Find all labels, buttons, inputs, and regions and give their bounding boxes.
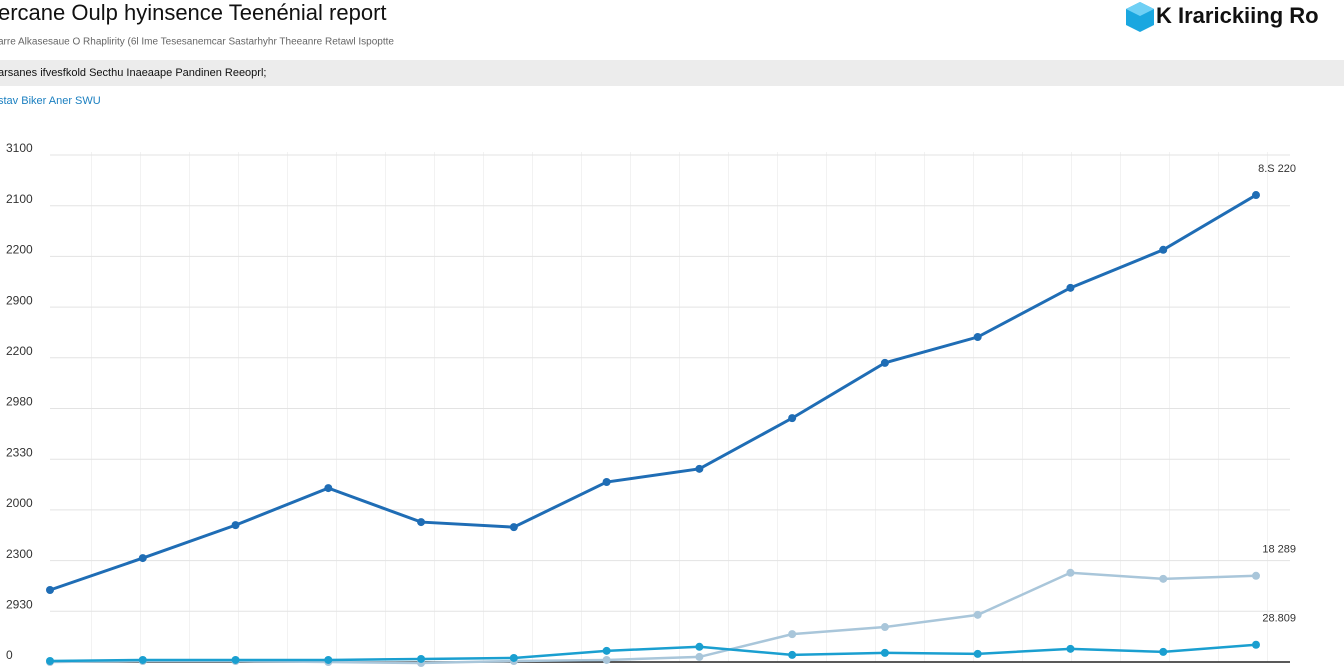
y-tick-label: 3100	[6, 141, 33, 155]
data-point	[231, 521, 240, 530]
data-point	[1066, 283, 1075, 292]
end-label: 8.S 220	[1258, 163, 1296, 175]
data-point	[880, 623, 889, 632]
y-tick-label: 2900	[6, 293, 33, 307]
data-point	[1159, 574, 1168, 583]
subtitle: arre Alkasesaue O Rhaplirity (6l Ime Tes…	[0, 37, 394, 48]
data-point	[324, 655, 333, 664]
section-title: arsanes ifvesfkold Secthu Inaeaape Pandi…	[0, 67, 266, 79]
data-point	[46, 586, 54, 595]
data-point	[695, 642, 704, 651]
data-point	[1159, 245, 1168, 254]
data-point	[1252, 191, 1260, 200]
y-tick-label: 2200	[6, 243, 33, 257]
section-bar	[0, 60, 1344, 86]
data-point	[1066, 568, 1075, 577]
data-point	[509, 523, 518, 532]
data-point	[1066, 644, 1075, 653]
end-label: 18 289	[1262, 544, 1296, 556]
vertical-grid	[50, 152, 1290, 662]
axis-label: stav Biker Aner SWU	[0, 95, 101, 107]
y-tick-label: 2100	[6, 192, 33, 206]
y-tick-label: 2330	[6, 445, 33, 459]
series-line	[49, 643, 1257, 663]
end-label: 28.809	[1262, 613, 1296, 625]
data-point	[695, 464, 704, 473]
data-point	[695, 652, 704, 661]
data-point	[1159, 647, 1168, 656]
data-point	[1252, 571, 1260, 580]
data-point	[973, 610, 982, 619]
data-point	[880, 358, 889, 367]
y-tick-label: 2300	[6, 547, 33, 561]
y-tick-label: 2000	[6, 496, 33, 510]
logo: K Irarickiing Ro	[1126, 2, 1319, 32]
y-tick-label: 2980	[6, 395, 33, 409]
data-point	[1252, 640, 1260, 649]
data-point	[788, 650, 797, 659]
data-point	[138, 655, 147, 664]
data-point	[324, 484, 333, 493]
data-point	[602, 478, 611, 487]
brand: K Irarickiing Ro	[1156, 3, 1319, 28]
data-point	[509, 653, 518, 662]
data-point	[880, 648, 889, 657]
data-point	[973, 333, 982, 342]
data-point	[602, 646, 611, 655]
y-tick-label: 2200	[6, 344, 33, 358]
y-tick-label: 0	[6, 648, 13, 662]
data-point	[973, 649, 982, 658]
data-point	[231, 655, 240, 664]
data-point	[417, 654, 426, 663]
data-point	[788, 414, 797, 423]
series-line	[49, 193, 1257, 592]
data-point	[138, 554, 147, 563]
title: ercane Oulp hyinsence Teenénial report	[0, 0, 387, 25]
data-point	[788, 630, 797, 639]
data-point	[417, 518, 426, 527]
y-tick-label: 2930	[6, 597, 33, 611]
data-point	[602, 655, 611, 664]
data-point	[46, 656, 54, 665]
